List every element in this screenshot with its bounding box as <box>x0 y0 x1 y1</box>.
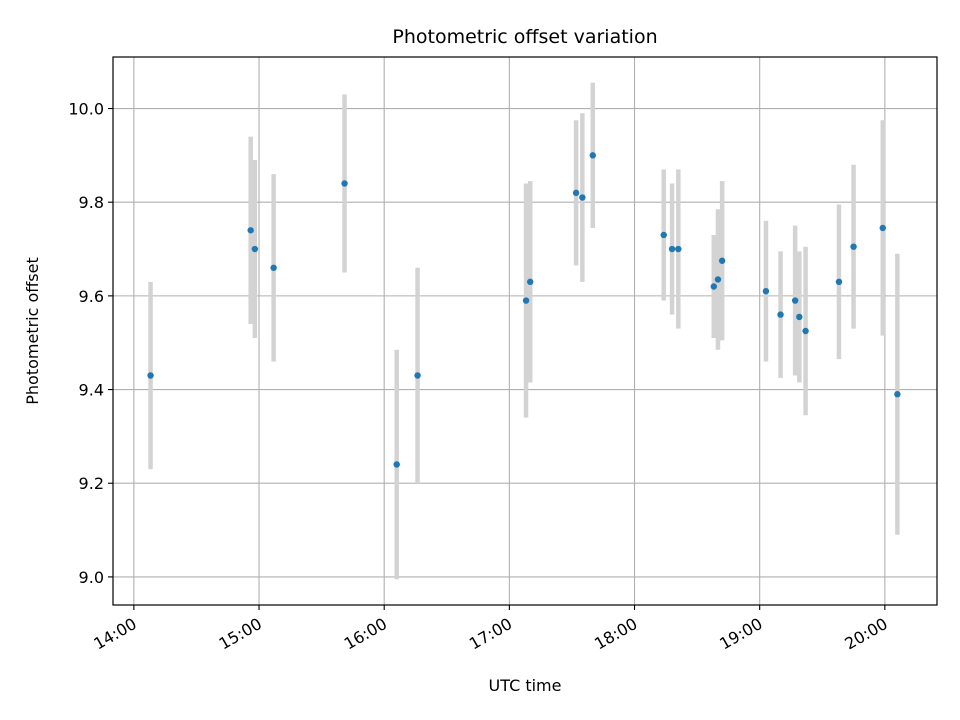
data-point <box>527 278 534 286</box>
x-axis-title: UTC time <box>489 676 562 695</box>
data-point <box>270 264 277 271</box>
data-point <box>393 461 400 468</box>
data-point <box>714 276 722 283</box>
data-point <box>850 243 857 250</box>
data-point <box>675 245 682 253</box>
data-points <box>147 152 901 468</box>
data-point <box>835 278 843 286</box>
data-point <box>710 283 717 290</box>
chart-title: Photometric offset variation <box>392 26 657 48</box>
data-point <box>251 245 259 253</box>
data-point <box>572 189 580 197</box>
data-point <box>879 224 886 232</box>
data-point <box>718 257 726 264</box>
data-point <box>522 297 530 304</box>
y-tick-label: 10.0 <box>68 100 104 119</box>
data-point <box>796 313 803 321</box>
data-point <box>894 391 901 398</box>
plot-frame <box>112 56 938 606</box>
data-point <box>660 231 667 239</box>
y-axis-ticks: 9.0 9.2 9.4 9.6 9.8 10.0 <box>68 100 113 587</box>
data-point <box>247 227 254 234</box>
data-point <box>762 287 770 295</box>
data-point <box>777 311 784 318</box>
data-point <box>414 372 421 379</box>
data-point <box>791 297 799 304</box>
y-tick-label: 9.4 <box>79 381 104 400</box>
y-tick-label: 9.0 <box>79 568 104 587</box>
y-tick-label: 9.6 <box>79 287 104 306</box>
y-tick-label: 9.8 <box>79 193 104 212</box>
x-axis-ticks: 14:00 15:00 16:00 17:00 18:00 19:00 20:00 <box>90 605 891 654</box>
data-point <box>802 327 809 335</box>
y-tick-label: 9.2 <box>79 474 104 493</box>
data-point <box>668 245 676 253</box>
y-axis-title: Photometric offset <box>23 257 42 405</box>
data-point <box>579 194 586 201</box>
data-point <box>589 152 596 159</box>
data-point <box>341 180 348 187</box>
data-point <box>147 372 154 379</box>
